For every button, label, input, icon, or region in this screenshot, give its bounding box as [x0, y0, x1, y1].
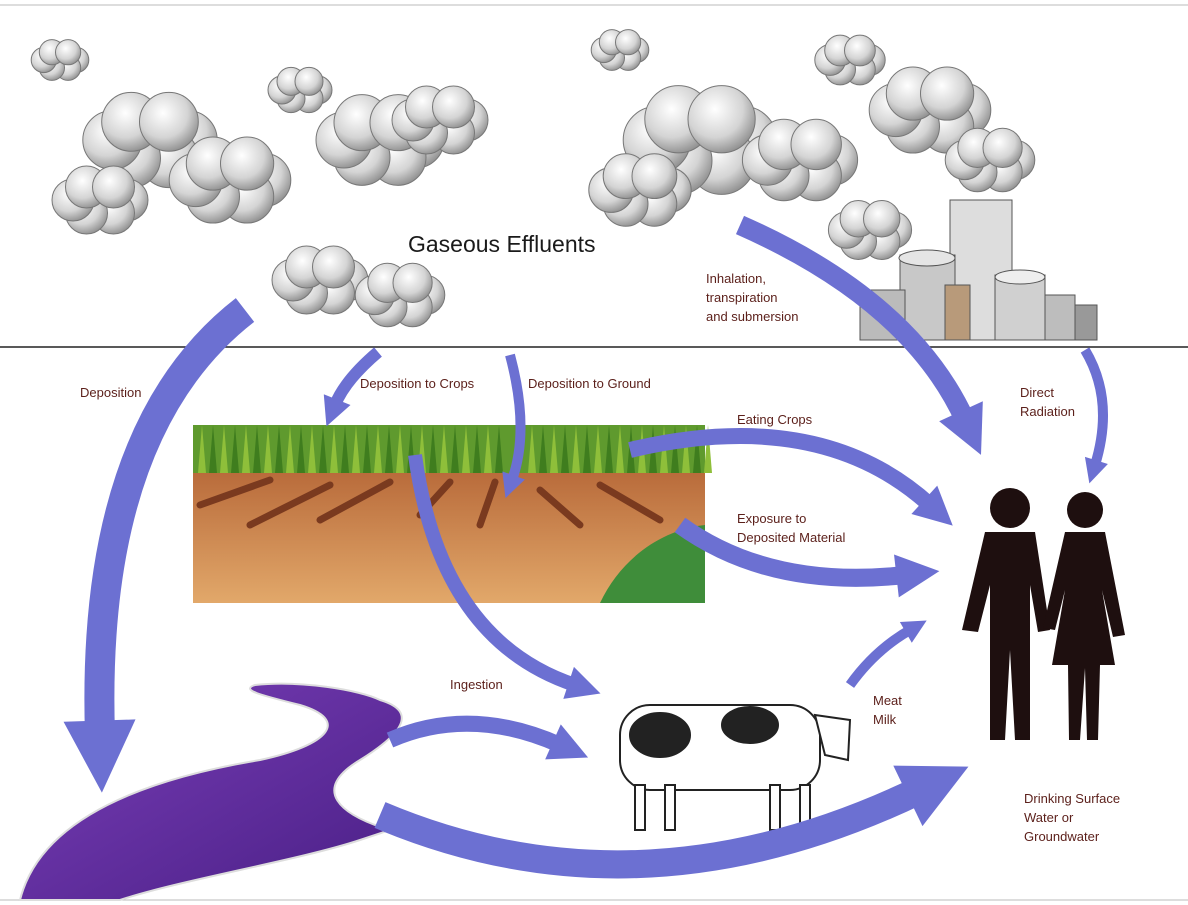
cow	[620, 705, 850, 830]
label: and submersion	[706, 309, 799, 324]
clouds	[31, 30, 1035, 327]
label: Deposition to Crops	[360, 376, 475, 391]
label: Drinking Surface	[1024, 791, 1120, 806]
label: Exposure to	[737, 511, 806, 526]
label: Deposition to Ground	[528, 376, 651, 391]
arrow	[850, 630, 910, 685]
label: Radiation	[1020, 404, 1075, 419]
title: Gaseous Effluents	[408, 231, 596, 257]
label: Eating Crops	[737, 412, 813, 427]
arrow	[380, 790, 920, 864]
label: Deposited Material	[737, 530, 845, 545]
label: Meat	[873, 693, 902, 708]
river	[20, 684, 402, 900]
arrow	[390, 724, 560, 745]
diagram: Gaseous Effluents Inhalation, transpirati…	[0, 0, 1188, 905]
label: Groundwater	[1024, 829, 1100, 844]
people	[962, 488, 1125, 740]
label: transpiration	[706, 290, 778, 305]
label: Inhalation,	[706, 271, 766, 286]
arrow	[1085, 350, 1103, 465]
label: Milk	[873, 712, 897, 727]
label: Water or	[1024, 810, 1074, 825]
label: Direct	[1020, 385, 1054, 400]
label: Deposition	[80, 385, 141, 400]
label: Ingestion	[450, 677, 503, 692]
